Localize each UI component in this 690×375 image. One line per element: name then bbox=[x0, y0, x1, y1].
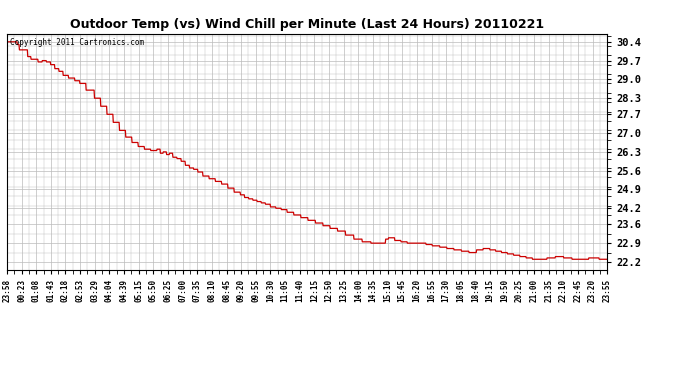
Text: Copyright 2011 Cartronics.com: Copyright 2011 Cartronics.com bbox=[10, 39, 144, 48]
Title: Outdoor Temp (vs) Wind Chill per Minute (Last 24 Hours) 20110221: Outdoor Temp (vs) Wind Chill per Minute … bbox=[70, 18, 544, 31]
